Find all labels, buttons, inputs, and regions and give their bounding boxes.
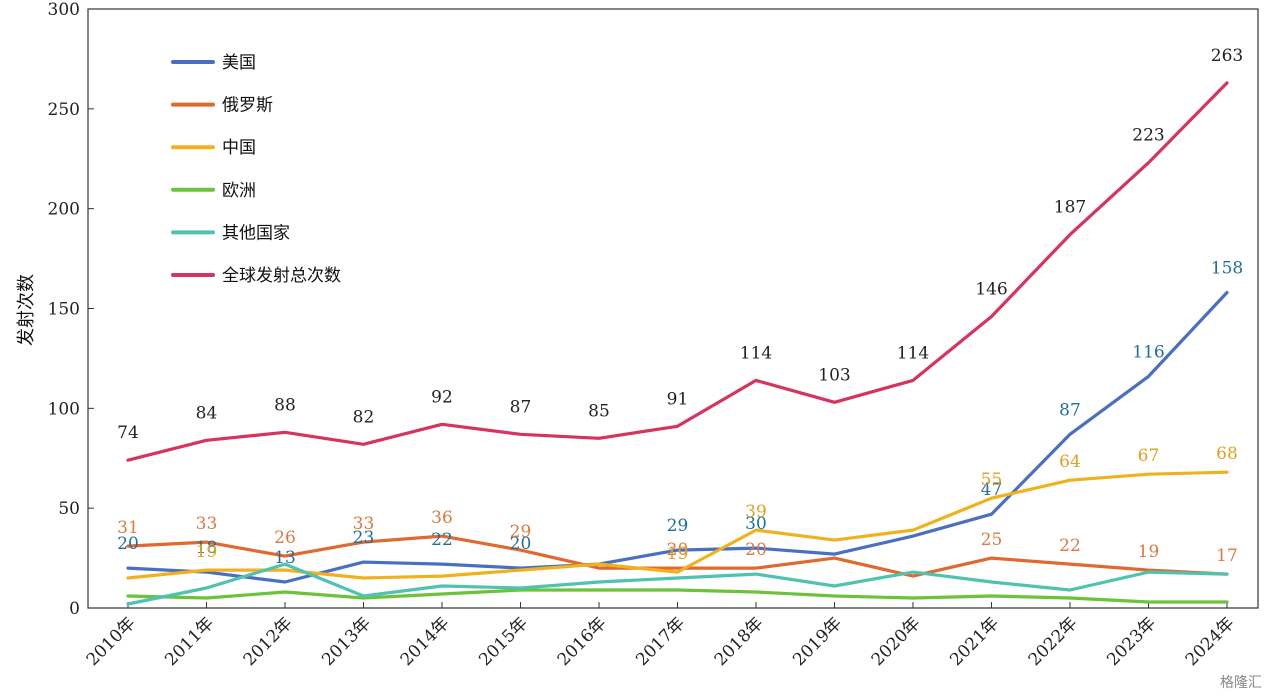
legend-item: 欧洲: [222, 181, 256, 201]
y-tick-label: 250: [48, 100, 80, 120]
data-label: 116: [1132, 342, 1164, 362]
data-label: 223: [1132, 126, 1164, 146]
x-tick-label: 2018年: [711, 613, 768, 670]
x-tick-label: 2013年: [318, 613, 375, 670]
data-label: 187: [1054, 198, 1086, 218]
x-tick-label: 2010年: [83, 613, 140, 670]
data-label: 20: [667, 540, 689, 560]
x-tick-label: 2016年: [554, 613, 611, 670]
data-label: 20: [745, 540, 767, 560]
watermark: 格隆汇: [1220, 675, 1262, 691]
legend-item: 其他国家: [222, 223, 290, 243]
data-label: 87: [510, 397, 532, 417]
data-label: 17: [1216, 546, 1238, 566]
data-label: 103: [818, 365, 850, 385]
x-tick-label: 2014年: [397, 613, 454, 670]
data-label: 64: [1059, 452, 1081, 472]
data-label: 30: [745, 514, 767, 534]
legend-item: 俄罗斯: [222, 96, 273, 116]
data-label: 36: [431, 508, 453, 528]
data-label: 19: [667, 544, 689, 564]
data-label: 85: [588, 401, 610, 421]
data-label: 23: [353, 528, 375, 548]
legend-item: 全球发射总次数: [222, 266, 341, 286]
data-label: 19: [196, 542, 218, 562]
series-line-5: [126, 81, 1229, 462]
x-tick-label: 2012年: [240, 613, 297, 670]
x-tick-label: 2024年: [1182, 613, 1239, 670]
data-label: 22: [1059, 536, 1081, 556]
y-tick-label: 50: [58, 499, 80, 519]
series-line-3: [126, 588, 1229, 604]
data-label: 22: [431, 530, 453, 550]
x-tick-label: 2015年: [475, 613, 532, 670]
data-label: 91: [667, 389, 689, 409]
data-label: 20: [117, 534, 139, 554]
data-label: 39: [745, 502, 767, 522]
data-label: 88: [274, 395, 296, 415]
data-label: 20: [510, 534, 532, 554]
y-tick-label: 0: [69, 599, 80, 619]
y-tick-label: 100: [48, 399, 80, 419]
y-axis-label: 发射次数: [16, 274, 37, 346]
data-label: 67: [1138, 446, 1160, 466]
legend-item: 中国: [222, 138, 256, 158]
x-tick-label: 2019年: [789, 613, 846, 670]
legend-item: 美国: [222, 53, 256, 73]
data-label: 29: [667, 516, 689, 536]
data-label: 47: [981, 480, 1003, 500]
x-tick-label: 2017年: [632, 613, 689, 670]
data-label: 84: [196, 403, 218, 423]
series-layer: [126, 81, 1229, 606]
data-label: 74: [117, 423, 139, 443]
data-label: 82: [353, 407, 375, 427]
data-label: 92: [431, 387, 453, 407]
data-label: 114: [740, 343, 772, 363]
data-label: 29: [510, 522, 532, 542]
series-line-4: [126, 562, 1229, 606]
x-tick-label: 2020年: [868, 613, 925, 670]
x-tick-label: 2022年: [1025, 613, 1082, 670]
x-tick-label: 2021年: [946, 613, 1003, 670]
data-label: 18: [196, 538, 218, 558]
data-label: 33: [196, 514, 218, 534]
series-line-1: [126, 534, 1229, 578]
data-label: 25: [981, 530, 1003, 550]
x-tick-label: 2011年: [161, 613, 218, 670]
data-label: 26: [274, 528, 296, 548]
data-label: 158: [1211, 259, 1243, 279]
data-label: 114: [897, 343, 929, 363]
data-label: 87: [1059, 400, 1081, 420]
data-label: 55: [981, 470, 1003, 490]
data-label: 19: [1138, 542, 1160, 562]
series-line-2: [126, 470, 1229, 580]
data-label: 263: [1211, 46, 1243, 66]
data-label: 68: [1216, 444, 1238, 464]
y-tick-label: 150: [48, 300, 80, 320]
data-label: 33: [353, 514, 375, 534]
y-tick-label: 200: [48, 200, 80, 220]
x-tick-label: 2023年: [1103, 613, 1160, 670]
data-label: 31: [117, 518, 139, 538]
y-tick-label: 300: [48, 0, 80, 20]
data-label: 13: [274, 548, 296, 568]
data-label: 146: [975, 279, 1007, 299]
